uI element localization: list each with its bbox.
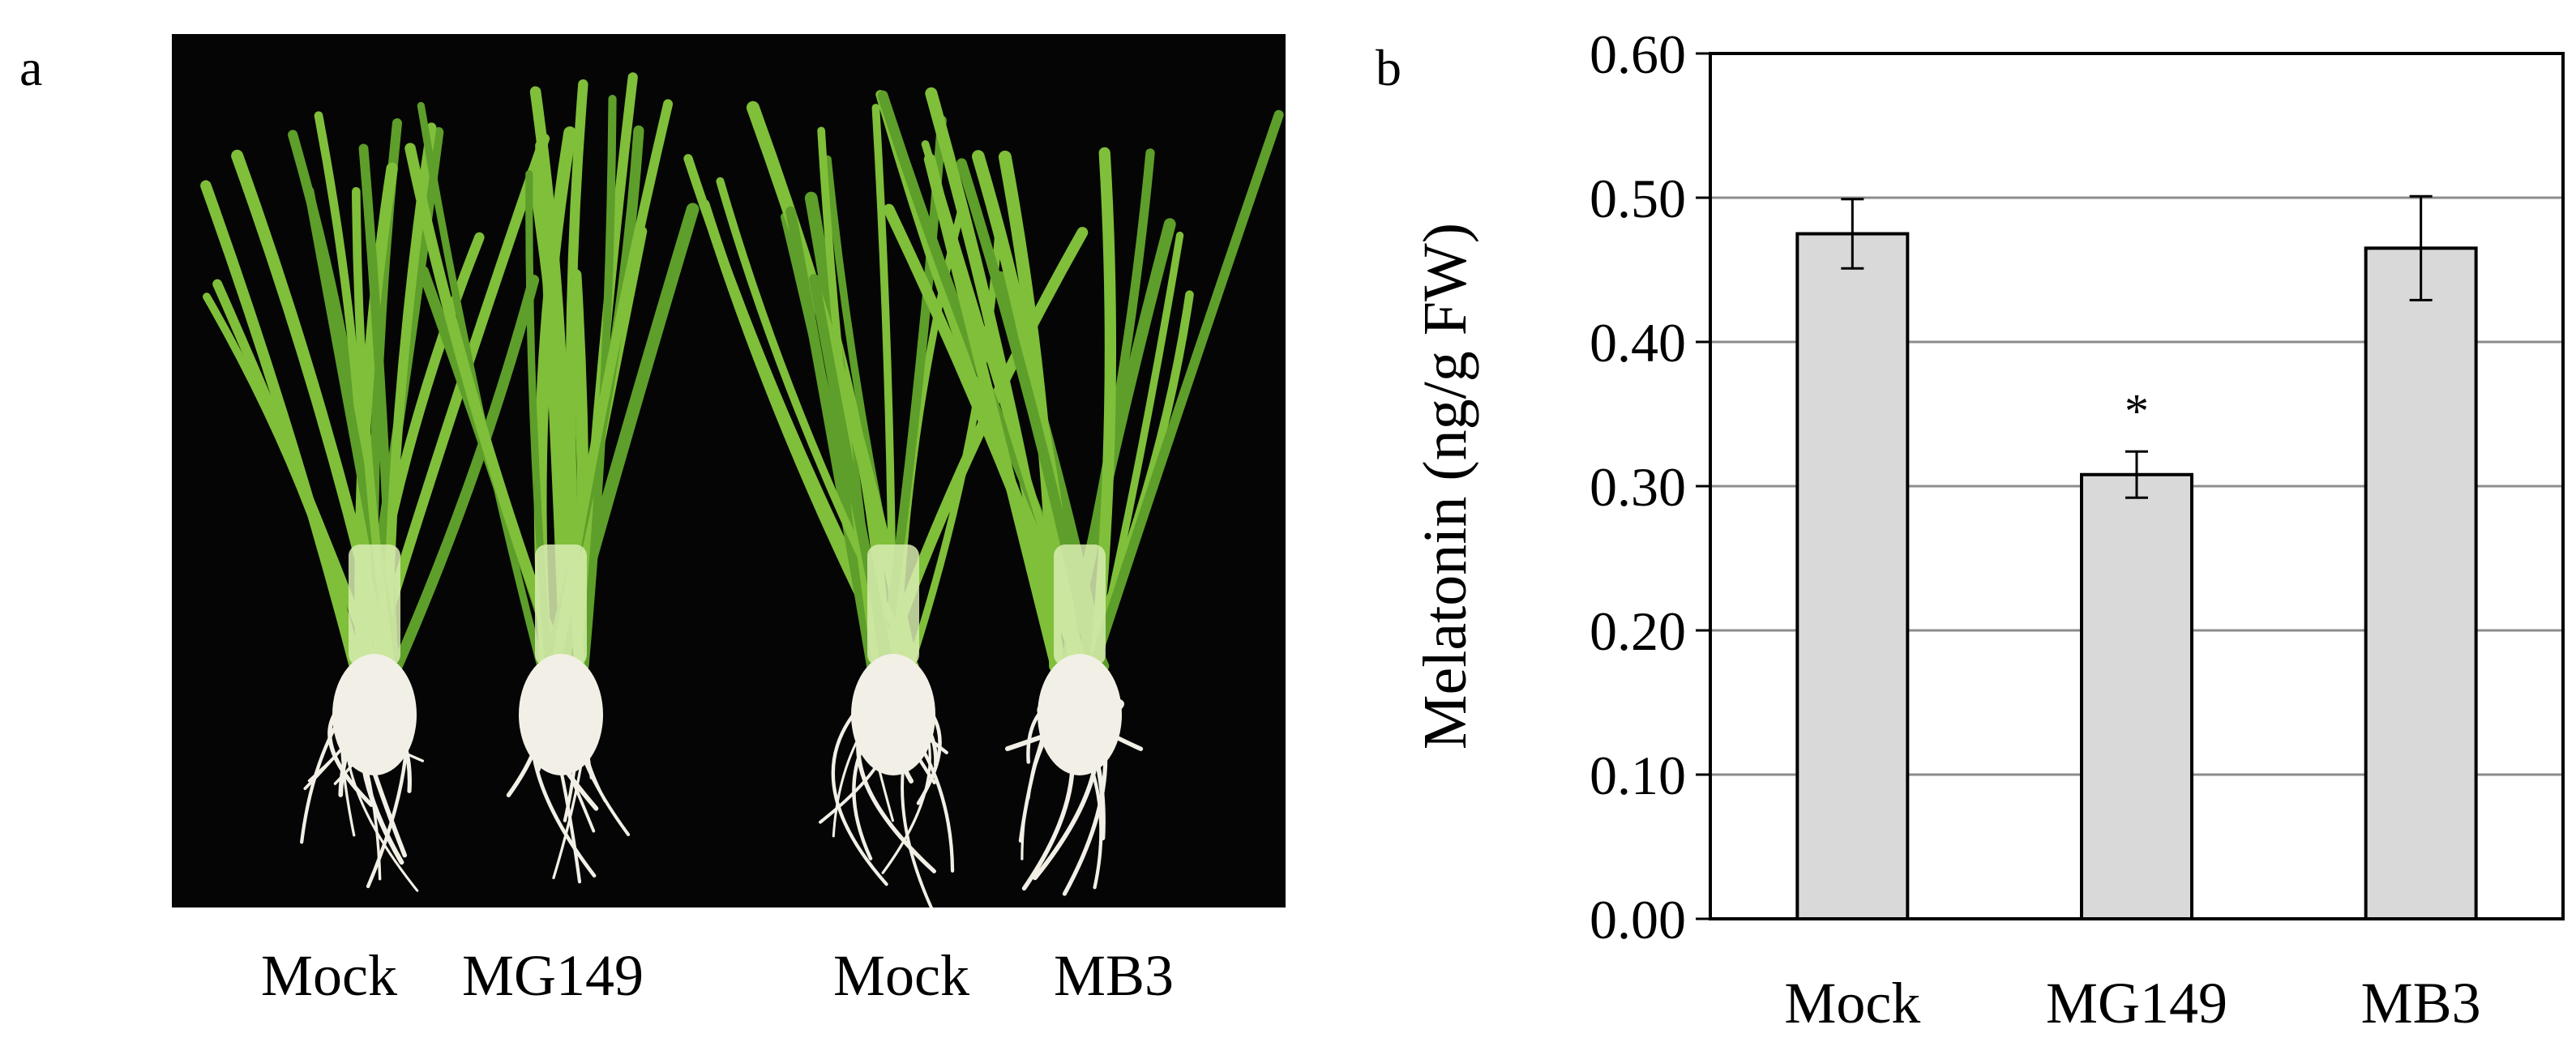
leaf-blade xyxy=(200,180,361,672)
x-tick-label: MG149 xyxy=(2046,971,2227,1036)
stem-bundle xyxy=(535,544,587,666)
bar-mg149 xyxy=(2080,472,2193,920)
photo-label-mb3: MB3 xyxy=(1054,943,1175,1008)
y-axis-title: Melatonin (ng/g FW) xyxy=(1411,223,1479,749)
bar-mb3 xyxy=(2364,246,2478,920)
y-tick-label: 0.20 xyxy=(1590,600,1686,662)
y-tick-label: 0.00 xyxy=(1590,889,1686,950)
leaf-blade xyxy=(923,153,1063,673)
y-tick-label: 0.60 xyxy=(1590,23,1686,85)
root-strand xyxy=(300,696,355,844)
root-strand xyxy=(333,697,376,785)
seedling-clump-mg149 xyxy=(404,72,700,884)
leaf-blade xyxy=(817,126,880,670)
panel-b-label: b xyxy=(1376,39,1401,96)
root-strand xyxy=(358,696,404,865)
root-strand xyxy=(1075,696,1144,751)
seedling-illustration xyxy=(172,34,1286,907)
panel-a-label: a xyxy=(19,39,43,96)
y-tick-label: 0.50 xyxy=(1590,168,1686,229)
root-strand xyxy=(831,696,888,886)
root-strand xyxy=(881,697,931,874)
root-strand xyxy=(832,697,887,838)
root-strand xyxy=(535,697,596,833)
root-strand xyxy=(1004,696,1116,752)
y-tick-label: 0.10 xyxy=(1590,745,1686,806)
root-strand xyxy=(341,697,382,881)
leaf-blade xyxy=(392,274,540,672)
y-tick-label: 0.40 xyxy=(1590,312,1686,374)
photo-label-mg149: MG149 xyxy=(462,943,644,1008)
root-strand xyxy=(560,696,573,754)
root-strand xyxy=(533,696,561,760)
root-strand xyxy=(369,696,412,793)
root-strand xyxy=(1021,696,1075,891)
root-strand xyxy=(895,696,927,784)
root-strand xyxy=(506,696,543,797)
root-strand xyxy=(327,696,374,807)
root-strand xyxy=(1018,696,1060,843)
root-strand xyxy=(901,697,934,907)
root-strand xyxy=(349,696,408,858)
significance-asterisk: * xyxy=(2125,384,2149,438)
root-strand xyxy=(338,696,386,797)
seedling-clump-mb3 xyxy=(875,87,1284,896)
x-tick-label: MB3 xyxy=(2361,971,2481,1036)
leaf-blade xyxy=(998,150,1063,673)
root-strand xyxy=(563,696,580,822)
root-strand xyxy=(861,697,894,822)
photo-label-mock-2: Mock xyxy=(833,943,969,1008)
root-strand xyxy=(541,696,582,884)
stem-bundle xyxy=(349,544,400,666)
root-strand xyxy=(852,696,901,861)
x-tick-label: Mock xyxy=(1784,971,1920,1036)
leaf-blade xyxy=(785,206,877,672)
root-strand xyxy=(875,696,936,785)
bar-mock xyxy=(1795,232,1910,920)
root-strand xyxy=(552,697,590,880)
root-strand xyxy=(571,696,631,836)
leaf-blade xyxy=(1089,109,1284,672)
seedling-photo xyxy=(172,34,1286,907)
photo-label-mock-1: Mock xyxy=(261,943,397,1008)
y-tick-label: 0.30 xyxy=(1590,456,1686,518)
root-strand xyxy=(578,697,593,779)
stem-bundle xyxy=(867,544,919,666)
root-strand xyxy=(340,697,356,837)
stem-bundle xyxy=(1054,544,1106,666)
